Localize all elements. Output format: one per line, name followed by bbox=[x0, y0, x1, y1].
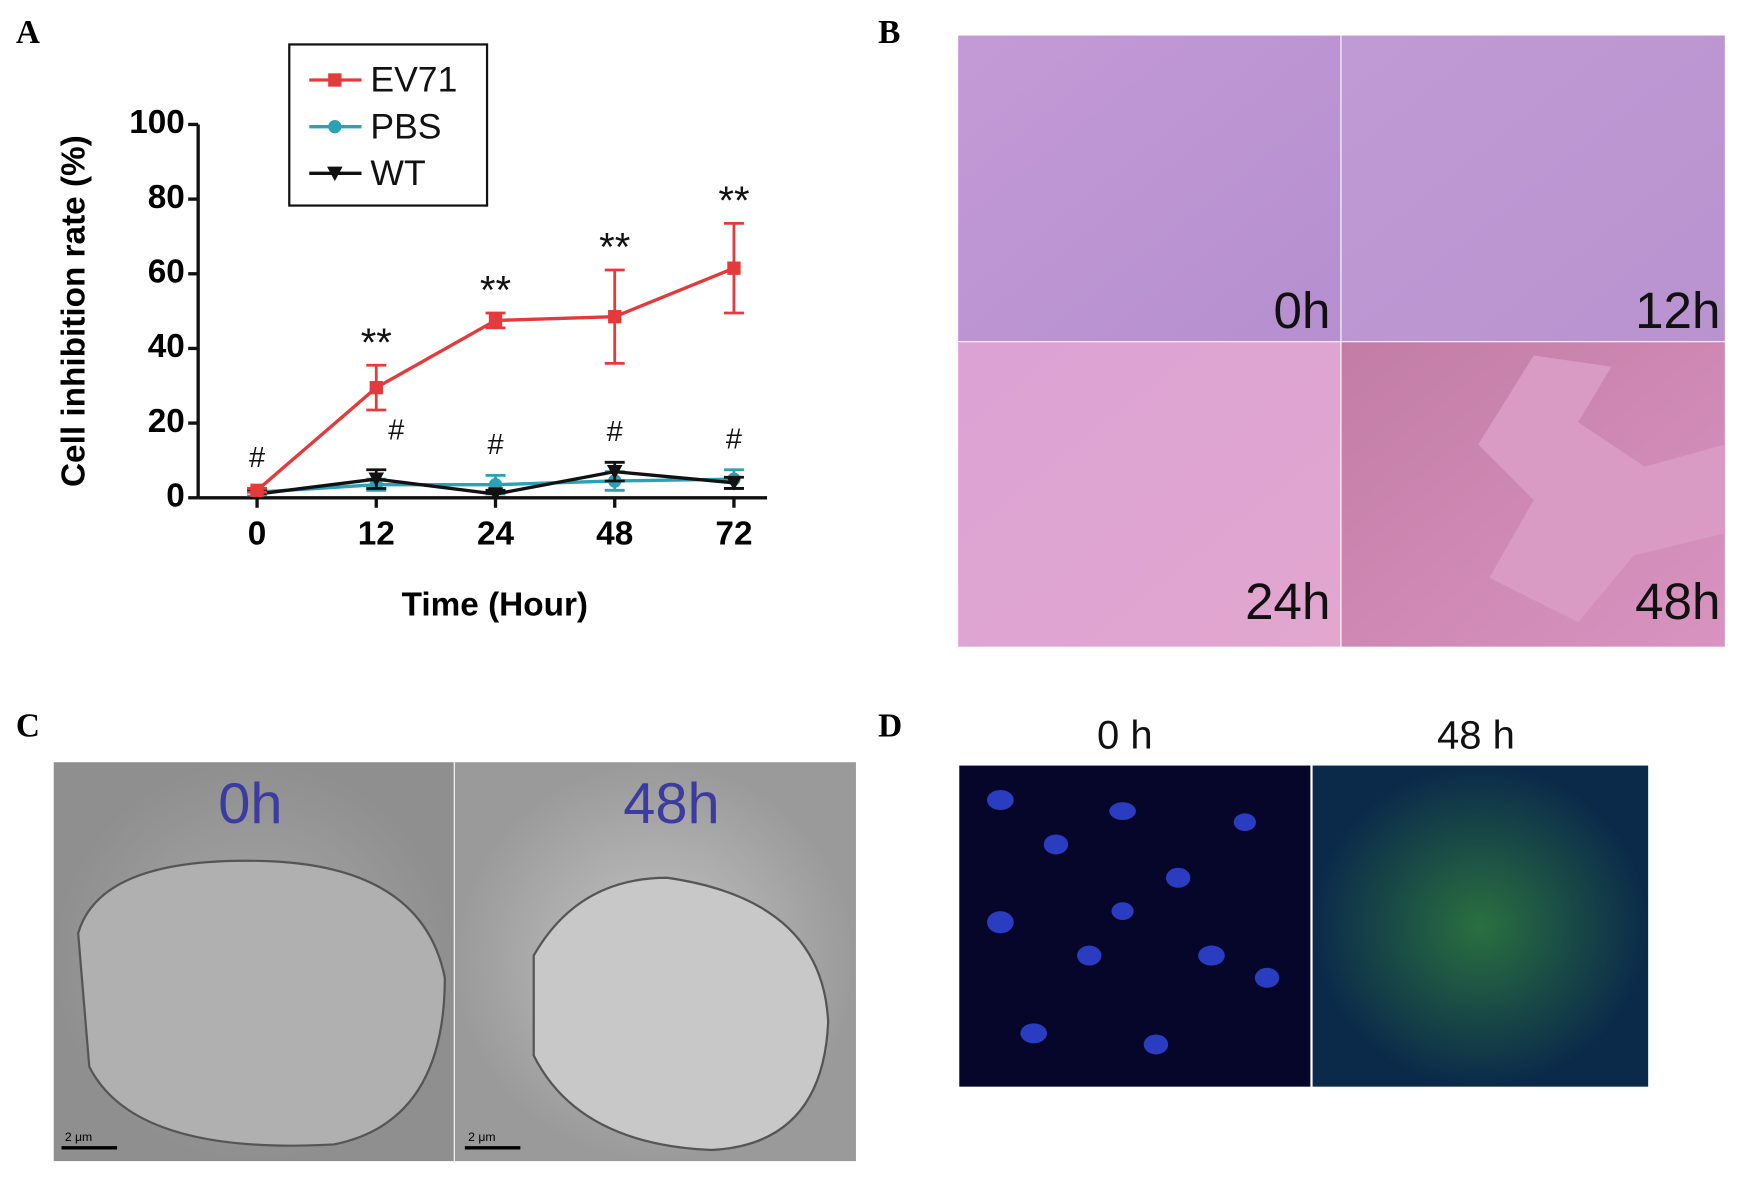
marker bbox=[250, 483, 264, 497]
marker bbox=[606, 464, 623, 480]
image-label: 12h bbox=[1635, 282, 1720, 339]
x-tick-label: 0 bbox=[248, 515, 267, 552]
x-tick-label: 48 bbox=[596, 515, 633, 552]
fluorescence-image bbox=[1312, 765, 1649, 1087]
marker bbox=[727, 261, 741, 275]
image-label: 48h bbox=[1635, 573, 1720, 630]
nucleus bbox=[77, 859, 446, 1147]
x-tick-label: 72 bbox=[715, 515, 752, 552]
marker bbox=[328, 73, 342, 87]
marker bbox=[328, 120, 342, 134]
annotation: # bbox=[249, 442, 265, 474]
legend-label: WT bbox=[370, 153, 425, 193]
annotation: # bbox=[726, 424, 742, 456]
marker bbox=[327, 166, 343, 182]
annotation: ** bbox=[599, 226, 630, 270]
panel-label: D bbox=[878, 708, 902, 745]
image-label: 48 h bbox=[1437, 713, 1515, 757]
panel-label: C bbox=[16, 708, 40, 745]
image-label: 24h bbox=[1245, 573, 1330, 630]
marker bbox=[608, 310, 622, 324]
marker bbox=[487, 487, 504, 502]
cleared-area bbox=[1478, 355, 1725, 623]
y-tick-label: 60 bbox=[148, 254, 185, 291]
micrograph bbox=[958, 342, 1341, 647]
scale-bar-label: 2 μm bbox=[65, 1130, 92, 1144]
nuclei bbox=[987, 790, 1280, 1055]
panel-b: 0h 12h 24h 48h bbox=[958, 35, 1725, 647]
image-label: 0 h bbox=[1097, 713, 1153, 757]
panel-d: 0 h 48 h bbox=[959, 713, 1649, 1087]
image-label: 48h bbox=[623, 772, 719, 836]
annotation: # bbox=[487, 429, 503, 461]
y-tick-label: 20 bbox=[148, 403, 185, 440]
y-tick-label: 80 bbox=[148, 179, 185, 216]
x-tick-label: 24 bbox=[477, 515, 515, 552]
micrograph bbox=[1341, 35, 1725, 342]
marker bbox=[726, 476, 742, 491]
x-tick-label: 12 bbox=[358, 515, 395, 552]
y-tick-label: 0 bbox=[166, 478, 185, 515]
annotation: ** bbox=[480, 269, 511, 313]
x-axis-title: Time (Hour) bbox=[402, 586, 588, 623]
marker bbox=[369, 380, 383, 395]
marker bbox=[488, 313, 503, 328]
y-axis-title: Cell inhibition rate (%) bbox=[56, 135, 93, 487]
scale-bar-label: 2 μm bbox=[468, 1130, 495, 1144]
panel-c: 0h 48h 2 μm 2 μm bbox=[53, 762, 856, 1162]
annotation: # bbox=[388, 415, 404, 447]
legend-label: EV71 bbox=[370, 60, 457, 100]
image-label: 0h bbox=[218, 772, 282, 836]
y-tick-label: 40 bbox=[148, 328, 185, 365]
annotation: # bbox=[607, 416, 623, 448]
annotation: ** bbox=[361, 321, 392, 365]
nucleus bbox=[532, 876, 830, 1152]
marker bbox=[368, 472, 385, 487]
image-label: 0h bbox=[1274, 282, 1331, 339]
panel-label: A bbox=[16, 14, 40, 51]
legend-label: PBS bbox=[370, 106, 441, 146]
panel-label: B bbox=[878, 14, 900, 51]
annotation: ** bbox=[718, 179, 749, 223]
micrograph bbox=[958, 35, 1341, 342]
y-tick-label: 100 bbox=[129, 104, 185, 141]
chart: Time (Hour) Cell inhibition rate (%) 0 20… bbox=[56, 43, 768, 623]
